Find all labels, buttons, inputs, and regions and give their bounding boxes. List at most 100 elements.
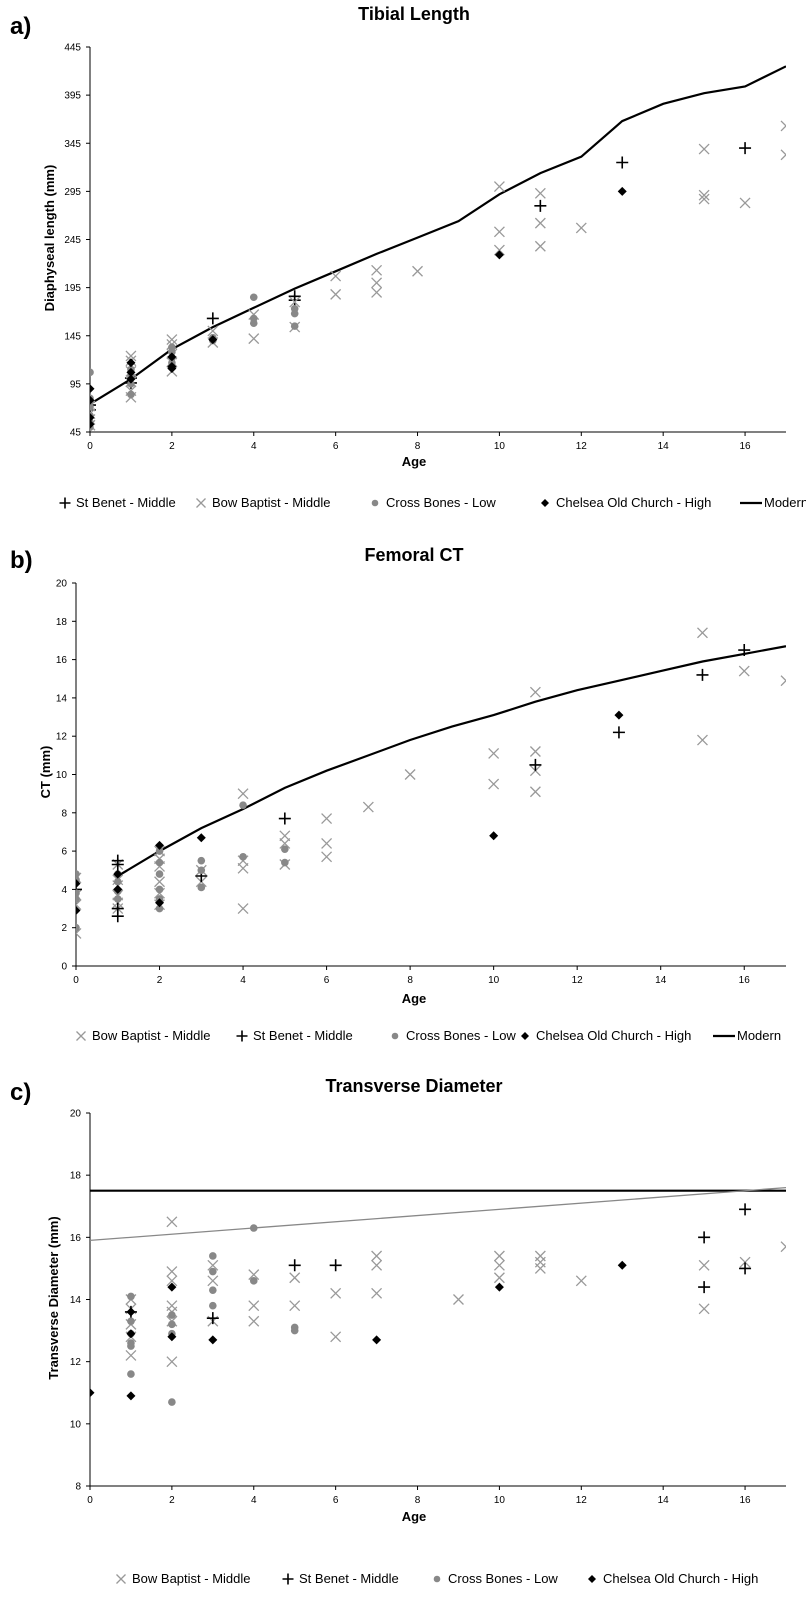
data-point-bow-baptist-middle [289,1300,301,1312]
data-point-bow-baptist-middle [493,244,505,256]
legend-label: Chelsea Old Church - High [536,1028,691,1043]
data-point-bow-baptist-middle [279,837,291,849]
legend-label: Cross Bones - Low [406,1028,516,1043]
x-tick-label: 6 [333,441,339,452]
panel-label: a) [10,13,31,40]
data-point-bow-baptist-middle [237,788,249,800]
legend-label: Modern [737,1028,781,1043]
x-tick-label: 2 [157,975,163,986]
legend-label: St Benet - Middle [253,1028,353,1043]
data-point-chelsea-old-church-high [76,905,81,915]
data-point-bow-baptist-middle [237,903,249,915]
data-point-cross-bones-low [155,870,164,878]
data-point-cross-bones-low [197,856,206,865]
legend-symbol [236,1030,248,1042]
data-point-cross-bones-low [155,904,164,913]
data-point-cross-bones-low [76,895,80,903]
series-line-modern [117,645,786,877]
y-tick-label: 8 [61,808,67,819]
data-point-cross-bones-low [209,1267,217,1276]
data-point-bow-baptist-middle [575,222,587,234]
data-point-st-benet-middle [206,312,219,325]
plot-area [76,627,786,939]
data-point-bow-baptist-middle [362,801,374,813]
data-point-cross-bones-low [76,870,80,878]
data-point-bow-baptist-middle [529,686,541,698]
legend-label: St Benet - Middle [299,1571,399,1586]
y-tick-label: 45 [70,428,82,439]
data-point-chelsea-old-church-high [196,833,206,843]
data-point-cross-bones-low [127,1342,135,1350]
y-tick-label: 0 [61,962,67,973]
x-tick-label: 10 [494,441,506,452]
data-point-cross-bones-low [290,322,299,330]
data-point-st-benet-middle [698,1281,711,1294]
data-point-cross-bones-low [168,1311,176,1319]
data-point-bow-baptist-middle [279,830,291,842]
data-point-bow-baptist-middle [412,265,423,277]
legend-label: Bow Baptist - Middle [212,495,331,510]
data-point-bow-baptist-middle [321,851,333,863]
plot-area [90,1186,786,1406]
legend-symbol [541,499,549,507]
data-point-st-benet-middle [288,1259,301,1272]
data-point-bow-baptist-middle [534,1262,546,1274]
data-point-bow-baptist-middle [698,1259,710,1271]
data-point-bow-baptist-middle [697,734,708,746]
data-point-bow-baptist-middle [493,1272,505,1284]
data-point-chelsea-old-church-high [76,879,81,889]
x-tick-label: 4 [240,975,246,986]
y-tick-label: 345 [64,139,81,150]
data-point-bow-baptist-middle [493,1259,505,1271]
data-point-chelsea-old-church-high [167,1282,177,1292]
data-point-chelsea-old-church-high [614,710,624,720]
legend-symbol [59,497,71,509]
data-point-st-benet-middle [278,812,291,825]
data-point-st-benet-middle [738,644,751,657]
panel-label: c) [10,1079,31,1106]
x-tick-label: 10 [494,1495,506,1506]
data-point-bow-baptist-middle [371,264,383,276]
data-point-bow-baptist-middle [780,120,786,132]
data-point-cross-bones-low [290,309,299,318]
data-point-cross-bones-low [127,380,135,388]
y-tick-label: 16 [56,655,68,666]
data-point-chelsea-old-church-high [90,419,95,429]
data-point-bow-baptist-middle [207,1259,219,1271]
data-point-cross-bones-low [113,895,122,903]
chart-panel-1: a) Tibial Length 45 95 145 195 245 295 345 395 445… [10,4,806,510]
data-point-chelsea-old-church-high [90,395,95,405]
data-point-bow-baptist-middle [371,1250,383,1262]
data-point-cross-bones-low [127,1317,135,1326]
data-point-st-benet-middle [616,156,629,169]
legend-label: Chelsea Old Church - High [603,1571,758,1586]
data-point-bow-baptist-middle [371,1259,383,1271]
data-point-chelsea-old-church-high [617,186,627,196]
data-point-bow-baptist-middle [698,143,710,155]
data-point-bow-baptist-middle [154,876,165,888]
data-point-cross-bones-low [209,1252,217,1260]
series-line-modern [90,65,786,406]
data-point-chelsea-old-church-high [208,335,218,345]
data-point-chelsea-old-church-high [90,1388,95,1398]
data-point-chelsea-old-church-high [208,1335,218,1345]
data-point-cross-bones-low [249,1224,258,1232]
x-tick-label: 14 [655,975,667,986]
data-point-bow-baptist-middle [166,1356,178,1368]
y-tick-label: 14 [56,693,68,704]
y-tick-label: 445 [64,43,81,54]
data-point-bow-baptist-middle [529,746,541,757]
x-tick-label: 4 [251,1495,257,1506]
data-point-chelsea-old-church-high [126,1329,136,1339]
data-point-bow-baptist-middle [166,1266,178,1277]
data-point-bow-baptist-middle [248,1269,260,1281]
x-axis-label: Age [402,991,427,1006]
data-point-st-benet-middle [739,1203,752,1216]
legend-symbol [391,1032,399,1040]
x-tick-label: 2 [169,441,175,452]
data-point-chelsea-old-church-high [167,1332,177,1342]
data-point-bow-baptist-middle [76,927,82,939]
x-axis-label: Age [402,1509,427,1524]
data-point-cross-bones-low [249,293,258,302]
plot-area [90,65,786,431]
